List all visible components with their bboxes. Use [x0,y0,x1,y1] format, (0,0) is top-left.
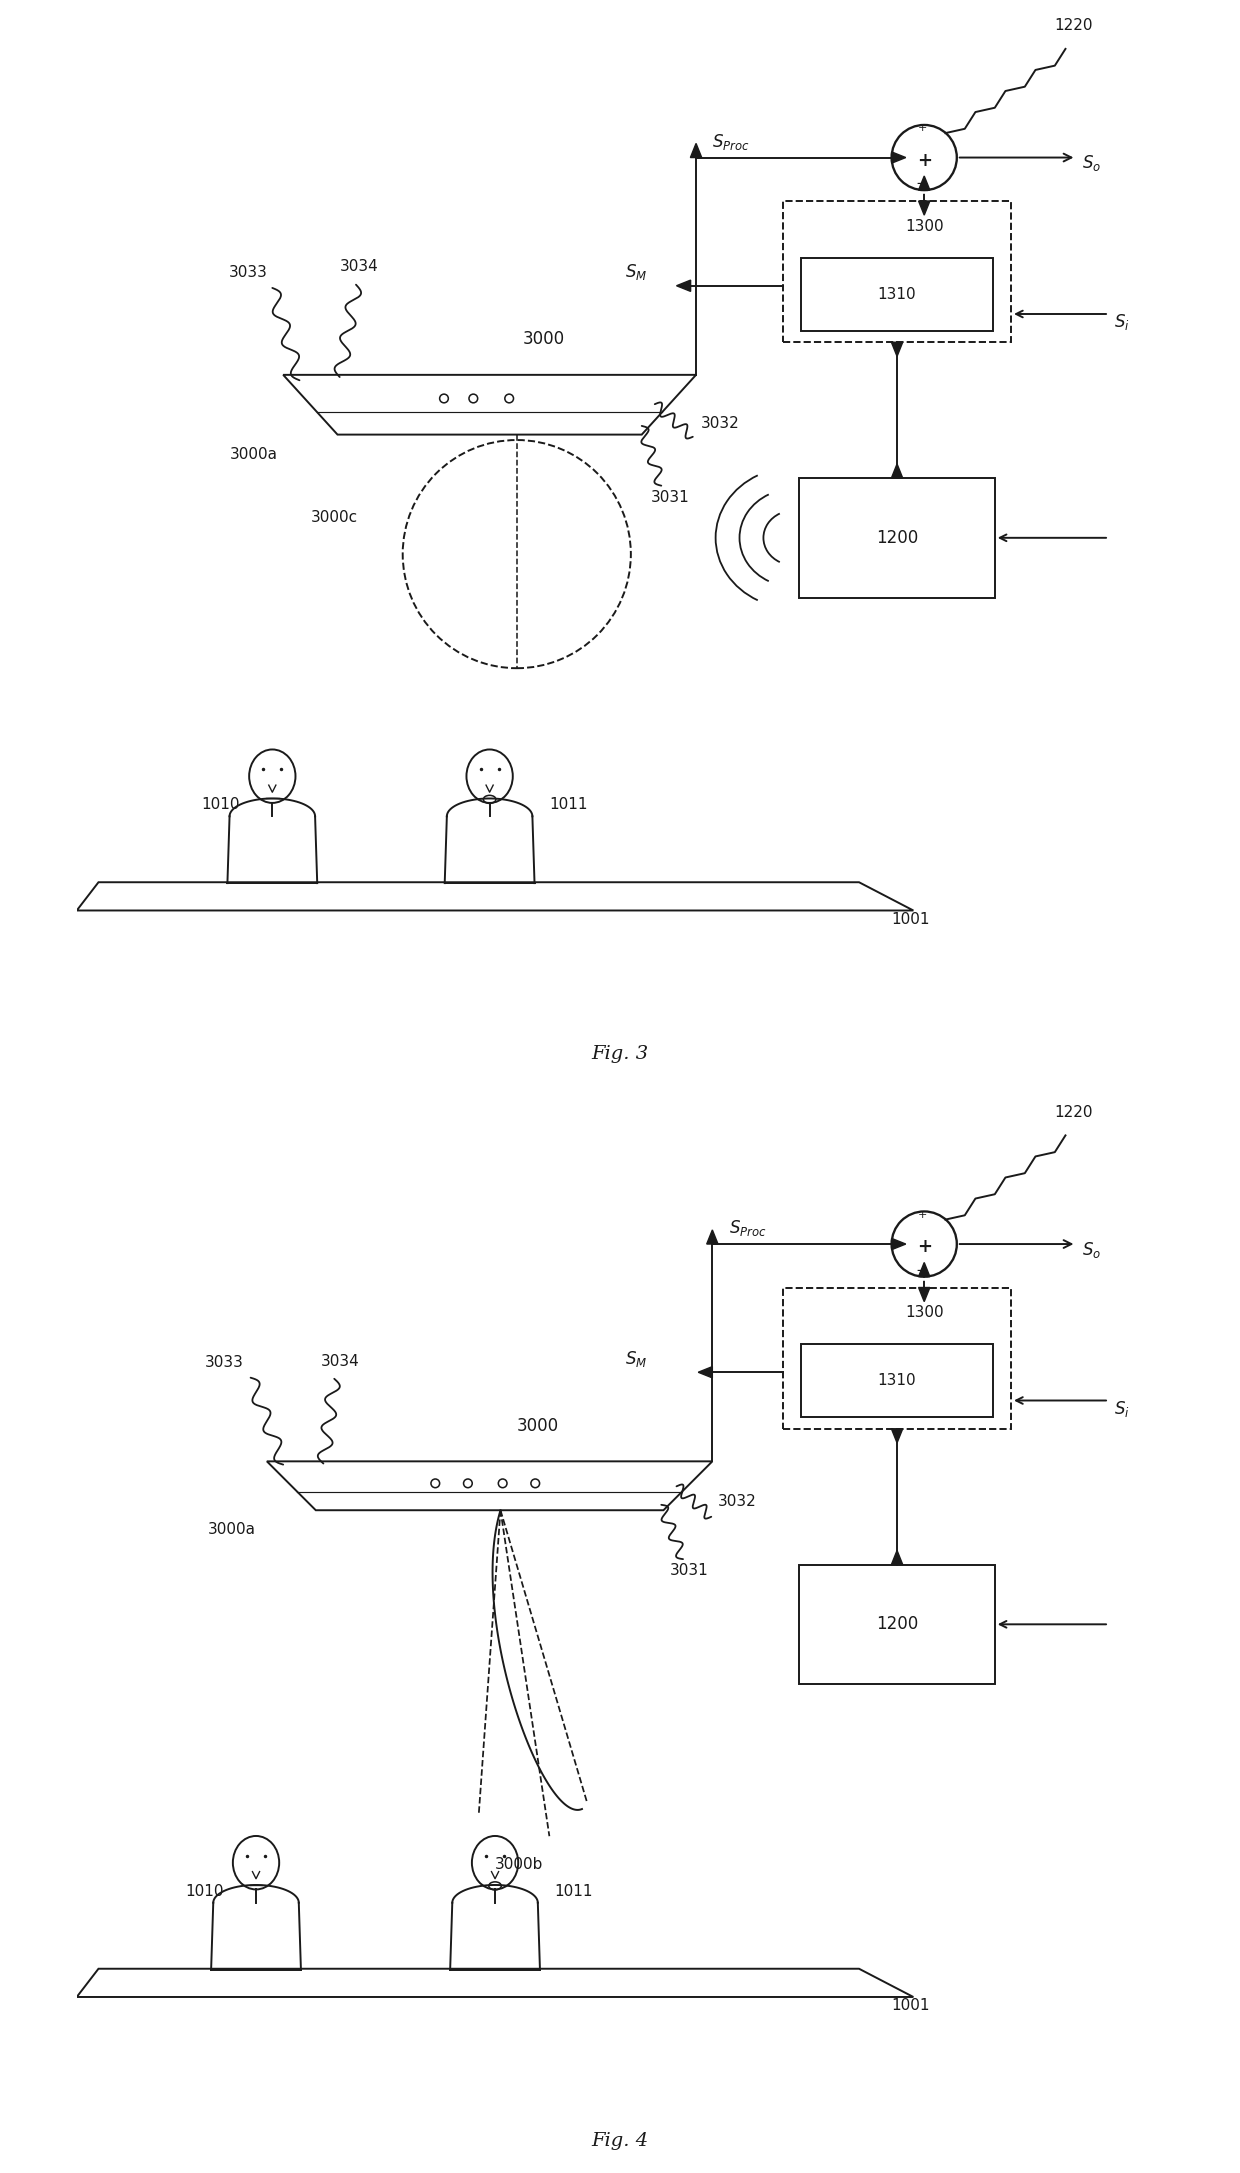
Text: 3000a: 3000a [208,1521,255,1536]
Polygon shape [677,280,691,291]
Text: 1220: 1220 [1054,1104,1094,1119]
Text: 3031: 3031 [670,1562,709,1578]
Polygon shape [892,1430,903,1443]
Text: +: + [916,152,931,169]
Text: $S_i$: $S_i$ [1115,1399,1130,1419]
Text: $S_i$: $S_i$ [1115,313,1130,332]
Text: 3033: 3033 [229,265,268,280]
Text: 1310: 1310 [878,287,916,302]
Text: 1010: 1010 [186,1884,224,1899]
Text: 1310: 1310 [878,1373,916,1389]
Polygon shape [892,465,903,478]
Polygon shape [919,202,930,215]
Text: 3033: 3033 [205,1354,244,1369]
Polygon shape [892,1239,905,1249]
Text: Fig. 3: Fig. 3 [591,1045,649,1063]
Polygon shape [919,1286,930,1302]
Text: +: + [918,1210,926,1219]
Text: 1011: 1011 [554,1884,593,1899]
Text: 3000: 3000 [522,330,564,348]
Polygon shape [707,1230,718,1243]
Text: 3032: 3032 [718,1493,756,1508]
Text: Fig. 4: Fig. 4 [591,2132,649,2149]
Text: 1300: 1300 [905,219,944,235]
Polygon shape [892,152,905,163]
Text: $S_o$: $S_o$ [1081,154,1101,174]
Polygon shape [892,1552,903,1565]
Text: 3000c: 3000c [310,508,357,524]
Text: 3031: 3031 [651,489,689,504]
Text: $S_M$: $S_M$ [625,1349,647,1369]
Text: $S_o$: $S_o$ [1081,1241,1101,1260]
Text: 1200: 1200 [875,1615,918,1634]
Text: $S_M$: $S_M$ [625,263,647,282]
Text: 3034: 3034 [340,259,378,274]
Polygon shape [919,176,930,189]
Text: 1011: 1011 [549,797,588,813]
Text: $S_{Proc}$: $S_{Proc}$ [712,133,750,152]
Text: 3034: 3034 [321,1354,360,1369]
Text: 1001: 1001 [892,1997,930,2012]
Text: −: − [915,176,929,191]
Text: 3000: 3000 [517,1417,559,1434]
Text: 1010: 1010 [202,797,241,813]
Text: 3000a: 3000a [229,445,278,461]
Polygon shape [691,143,702,159]
Text: $S_{Proc}$: $S_{Proc}$ [729,1219,766,1239]
Text: −: − [915,1263,929,1278]
Polygon shape [892,341,903,356]
Text: 3032: 3032 [701,415,739,430]
Text: 3000b: 3000b [495,1856,543,1871]
Text: 1200: 1200 [875,528,918,548]
Polygon shape [698,1367,712,1378]
Text: +: + [918,124,926,133]
Text: 1001: 1001 [892,910,930,926]
Text: 1220: 1220 [1054,17,1094,33]
Text: +: + [916,1239,931,1256]
Polygon shape [919,1263,930,1276]
Text: 1300: 1300 [905,1306,944,1321]
